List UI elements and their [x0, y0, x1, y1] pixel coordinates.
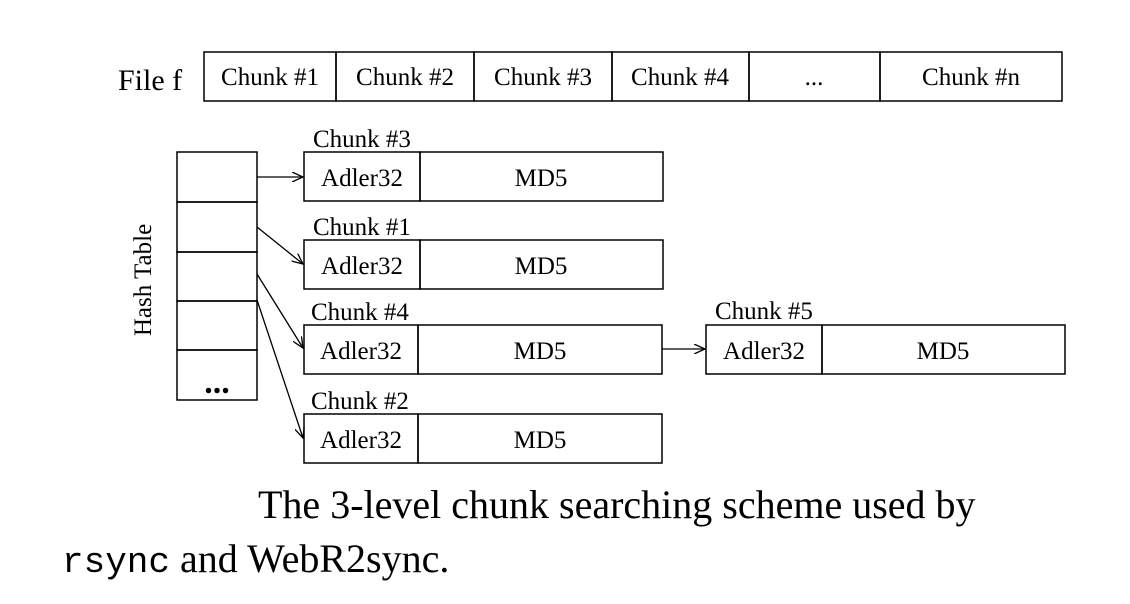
caption-line-2: rsync and WebR2sync. [62, 532, 1102, 590]
file-label: File f [118, 64, 182, 97]
entry-strong-hash: MD5 [514, 427, 567, 454]
entry-weak-hash: Adler32 [321, 253, 403, 280]
figure-caption: The 3-level chunk searching scheme used … [62, 478, 1102, 590]
pointer-arrow [256, 226, 303, 264]
caption-line-1: The 3-level chunk searching scheme used … [258, 482, 976, 527]
file-chunk-label: Chunk #2 [356, 64, 454, 91]
file-chunk-label: Chunk #n [922, 64, 1020, 91]
file-chunk-label: Chunk #1 [221, 64, 319, 91]
hash-table-slot [176, 251, 258, 302]
caption-code-rsync: rsync [62, 542, 171, 583]
file-chunk-label: Chunk #4 [631, 64, 729, 91]
entry-strong-hash: MD5 [515, 165, 568, 192]
file-chunk-row [203, 51, 1063, 102]
hash-table-label: Hash Table [130, 224, 157, 336]
hash-table-slot [176, 151, 258, 203]
entry-weak-hash: Adler32 [320, 427, 402, 454]
file-chunk-label: Chunk #3 [494, 64, 592, 91]
entry-chunk-label: Chunk #4 [311, 299, 409, 326]
hash-table [176, 151, 258, 401]
hash-table-ellipsis: ... [204, 364, 230, 401]
chained-strong-hash: MD5 [917, 338, 970, 365]
file-chunk-label: ... [805, 64, 824, 91]
hash-table-slot [176, 201, 258, 253]
entry-weak-hash: Adler32 [321, 165, 403, 192]
entry-chunk-label: Chunk #2 [311, 388, 409, 415]
chained-entry-record [705, 324, 1066, 375]
file-chunk-cell [879, 51, 1063, 102]
caption-line-2-rest: and WebR2sync. [170, 536, 450, 581]
entry-strong-hash: MD5 [514, 338, 567, 365]
hash-table-slot [176, 300, 258, 351]
entry-record [303, 151, 664, 202]
entry-weak-hash: Adler32 [320, 338, 402, 365]
entry-chunk-label: Chunk #1 [313, 214, 411, 241]
hash-table-slot [176, 349, 258, 401]
entry-strong-hash: MD5 [515, 253, 568, 280]
chained-chunk-label: Chunk #5 [715, 298, 813, 325]
pointer-arrow [256, 273, 303, 348]
chained-weak-hash: Adler32 [723, 338, 805, 365]
entry-chunk-label: Chunk #3 [313, 126, 411, 153]
pointer-arrow [256, 299, 303, 438]
